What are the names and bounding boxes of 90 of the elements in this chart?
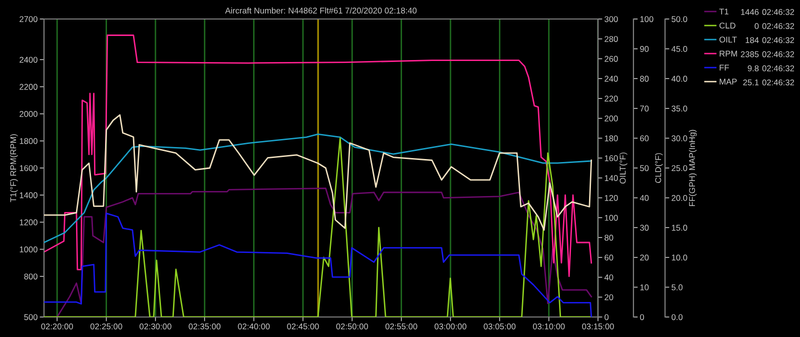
legend-label: MAP (720, 78, 737, 85)
y-tick-label: 25.0 (672, 165, 688, 172)
y2-tick-label: 60 (604, 254, 614, 260)
y2-tick-label: 280 (604, 36, 618, 42)
text: 02:46:32 (762, 37, 794, 44)
x-tick-label: 02:40:00 (238, 323, 270, 330)
text: 0 (754, 23, 759, 30)
y3-axis-title: CLD(°F) (654, 153, 663, 183)
text: 02:46:32 (762, 23, 794, 30)
x-tick-label: 02:50:00 (336, 323, 368, 330)
line-series (44, 212, 592, 317)
y2-tick-label: 220 (604, 96, 618, 102)
line-series (56, 188, 592, 317)
y2-tick-label: 0 (604, 314, 609, 320)
text: 02:46:32 (762, 79, 794, 86)
y-tick-label: 50.0 (672, 16, 688, 22)
y-tick-label: 10.0 (672, 254, 688, 260)
legend-label: OILT (719, 36, 737, 43)
y-tick-label: 1000 (20, 246, 38, 252)
x-tick-label: 02:30:00 (140, 323, 172, 330)
y-axis-title: T1(°F) RPM(RPM) (10, 134, 18, 202)
y3-tick-label: 80 (640, 76, 649, 82)
text: 02:46:32 (762, 51, 794, 58)
y-tick-label: 0.0 (672, 314, 683, 320)
legend-label: T1 (719, 8, 728, 14)
y-tick-label: 800 (24, 274, 38, 280)
x-tick-label: 03:00:00 (434, 323, 466, 330)
y3-tick-label: 0 (640, 314, 644, 320)
y-tick-label: 40.0 (671, 76, 688, 82)
y-tick-label: 1200 (20, 219, 38, 226)
y3-tick-label: 20 (640, 254, 649, 260)
text: 9.8 (748, 65, 759, 72)
y-tick-label: 35.0 (672, 106, 688, 112)
y3-tick-label: 10 (640, 284, 649, 290)
y-tick-label: 500 (24, 314, 38, 320)
y2-tick-label: 240 (604, 76, 618, 82)
y-tick-label: 15.0 (672, 224, 688, 231)
x-tick-label: 02:25:00 (90, 323, 122, 330)
x-tick-label: 02:45:00 (287, 323, 319, 330)
y-tick-label: 2000 (20, 111, 38, 117)
y-tick-label: 5.0 (672, 284, 683, 290)
y2-tick-label: 120 (604, 195, 618, 201)
legend-label: FF (720, 64, 729, 70)
y2-tick-label: 200 (604, 116, 618, 122)
y-tick-label: 2400 (20, 56, 38, 63)
y2-tick-label: 300 (604, 16, 618, 22)
y-tick-label: 45.0 (671, 46, 688, 52)
y3-tick-label: 60 (640, 135, 649, 142)
y3-tick-label: 40 (640, 195, 649, 201)
y2-tick-label: 20 (604, 294, 614, 300)
text: 02:46:32 (762, 9, 794, 15)
text: 1446 (741, 9, 759, 15)
legend-label: RPM (720, 50, 737, 56)
line-series (44, 114, 592, 231)
x-tick-label: 03:15:00 (582, 323, 614, 330)
y3-tick-label: 30 (640, 224, 649, 231)
y2-axis-title: OILT(°F) (620, 152, 628, 184)
line-series (44, 138, 592, 317)
y3-tick-label: 100 (640, 16, 654, 22)
legend-label: CLD (720, 22, 736, 29)
y2-tick-label: 260 (604, 56, 618, 62)
line-series (44, 134, 592, 244)
y2-tick-label: 180 (604, 135, 618, 142)
y3-tick-label: 70 (640, 106, 649, 112)
x-tick-label: 02:20:00 (41, 323, 73, 330)
x-tick-label: 03:10:00 (532, 323, 565, 330)
y-tick-label: 2200 (20, 84, 38, 90)
y-tick-label: 30.0 (672, 135, 688, 142)
text: 25.1 (743, 79, 759, 86)
y2-tick-label: 160 (604, 155, 618, 162)
y-tick-label: 1600 (20, 165, 38, 172)
y-tick-label: 20.0 (672, 195, 688, 201)
y-tick-label: 2700 (20, 16, 38, 22)
y-tick-label: 1400 (20, 192, 38, 198)
line-series (44, 34, 592, 278)
text: 02:46:32 (762, 65, 794, 72)
text: 184 (746, 37, 759, 44)
y3-tick-label: 50 (640, 165, 649, 172)
y-tick-label: 1800 (20, 138, 38, 144)
x-tick-label: 03:05:00 (484, 323, 516, 330)
y2-tick-label: 80 (604, 234, 614, 241)
x-tick-label: 02:35:00 (188, 323, 221, 330)
y3-tick-label: 90 (640, 46, 649, 52)
y2-tick-label: 40 (604, 274, 614, 280)
chart-title: Aircraft Number: N44862 Flt#61 7/20/2020 02:18:40 (225, 7, 417, 14)
y-axis-title: FF(GPH) MAP(InHg) (688, 130, 697, 206)
y2-tick-label: 100 (604, 214, 618, 221)
y2-tick-label: 140 (604, 175, 618, 182)
text: 2385 (740, 51, 759, 58)
x-tick-label: 02:55:00 (385, 323, 418, 330)
